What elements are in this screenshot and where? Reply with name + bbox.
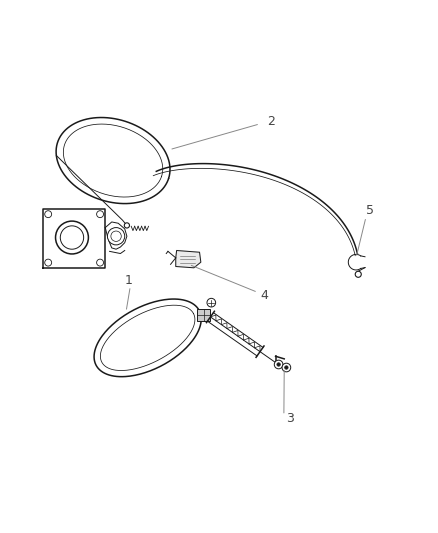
Circle shape (45, 259, 52, 266)
Circle shape (60, 226, 84, 249)
Circle shape (107, 228, 125, 245)
Text: 3: 3 (286, 412, 294, 425)
Text: 5: 5 (366, 204, 374, 217)
Circle shape (124, 223, 130, 228)
Circle shape (274, 360, 283, 369)
Text: 4: 4 (261, 289, 268, 302)
Text: 2: 2 (267, 115, 275, 128)
Circle shape (56, 221, 88, 254)
Circle shape (285, 366, 288, 369)
Circle shape (282, 363, 291, 372)
Circle shape (207, 298, 215, 307)
Text: 1: 1 (124, 274, 132, 287)
Circle shape (45, 211, 52, 217)
Circle shape (111, 231, 121, 241)
Circle shape (97, 211, 103, 217)
Circle shape (277, 363, 280, 366)
FancyBboxPatch shape (197, 309, 210, 321)
Circle shape (97, 259, 103, 266)
Polygon shape (176, 251, 201, 268)
Circle shape (355, 271, 361, 277)
